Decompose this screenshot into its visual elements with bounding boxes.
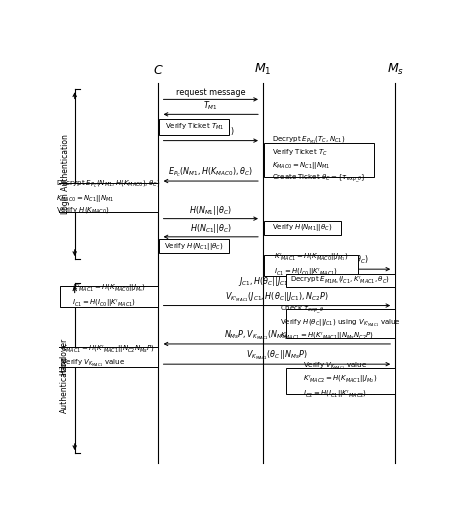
Text: $K'_{MAC1} = H(K_{MAC0}||J_{M_s})$
$I_{C1} = H(I_{C0}||K'_{MAC1})$: $K'_{MAC1} = H(K_{MAC0}||J_{M_s})$ $I_{C… <box>72 284 146 310</box>
Text: Verify $H(N_{C1}||\theta_C)$: Verify $H(N_{C1}||\theta_C)$ <box>164 240 224 251</box>
Text: Verify $V_{K_{MAC1}}$ value
$K'_{MAC2} = H(K_{MAC1}||J_{M_2})$
$I_{C2} = H(I_{C1: Verify $V_{K_{MAC1}}$ value $K'_{MAC2} =… <box>303 361 377 401</box>
FancyBboxPatch shape <box>286 309 395 338</box>
Text: $H(N_{M1}||\theta_C)$: $H(N_{M1}||\theta_C)$ <box>190 204 232 217</box>
Text: request message: request message <box>176 88 246 97</box>
FancyBboxPatch shape <box>286 274 395 287</box>
Text: Handover: Handover <box>60 338 69 375</box>
Text: $E_{M1M_s}(I_{C1}, K'_{MAC1}, \theta_C)$: $E_{M1M_s}(I_{C1}, K'_{MAC1}, \theta_C)$ <box>289 254 369 267</box>
Text: Authentication: Authentication <box>60 356 69 413</box>
Text: $C$: $C$ <box>153 64 164 77</box>
FancyBboxPatch shape <box>60 286 158 307</box>
Text: $J_{C1}, H(\theta_C||J_{C1}), N_{C2}P,$
$V_{K'_{MAC1}}(J_{C1}, H(\theta_C||J_{C1: $J_{C1}, H(\theta_C||J_{C1}), N_{C2}P,$ … <box>225 275 329 303</box>
FancyBboxPatch shape <box>58 183 158 212</box>
Text: Check $\tau_{exp\_\theta}$
Verify $H(\theta_C||J_{C1})$ using $V_{K'_{MAC1}}$ va: Check $\tau_{exp\_\theta}$ Verify $H(\th… <box>280 303 401 343</box>
Text: $E_{P_{M1}}(T_C, N_{C1})$: $E_{P_{M1}}(T_C, N_{C1})$ <box>186 125 235 139</box>
Text: $M_s$: $M_s$ <box>387 62 404 77</box>
Text: Decrypt $E_{P_C}(N_{M1}, H(K_{MAC0}), \theta_C)$
$K_{MAC0} = N_{C1}||N_{M1}$
Ver: Decrypt $E_{P_C}(N_{M1}, H(K_{MAC0}), \t… <box>55 180 160 215</box>
Text: $T_{M1}$: $T_{M1}$ <box>203 100 218 112</box>
FancyBboxPatch shape <box>58 347 158 366</box>
Text: Verify $H(N_{M1}||\theta_C)$: Verify $H(N_{M1}||\theta_C)$ <box>273 223 333 234</box>
FancyBboxPatch shape <box>264 220 341 235</box>
FancyBboxPatch shape <box>286 368 395 394</box>
FancyBboxPatch shape <box>159 239 229 254</box>
FancyBboxPatch shape <box>264 255 358 276</box>
Text: $K_{MAC1} = H(K'_{MAC1}||N_{C2}N_{Ms}P)$
Verify $V_{K_{MAC1}}$ value: $K_{MAC1} = H(K'_{MAC1}||N_{C2}N_{Ms}P)$… <box>61 344 155 369</box>
Text: $K'_{MAC1} = H(K_{MAC0}||J_{M_1})$
$I_{C1} = H(I_{C0}||K'_{MAC1})$: $K'_{MAC1} = H(K_{MAC0}||J_{M_1})$ $I_{C… <box>274 252 348 279</box>
Text: $M_1$: $M_1$ <box>255 62 272 77</box>
Text: $N_{Ms}P, V_{K_{MAC1}}(N_{Ms}P, N_{C2}P, \theta_C)$: $N_{Ms}P, V_{K_{MAC1}}(N_{Ms}P, N_{C2}P,… <box>224 328 330 342</box>
FancyBboxPatch shape <box>159 119 229 135</box>
Text: Decrypt $E_{P_{M1}}(T_C, N_{C1})$
Verify Ticket $T_C$
$K_{MAC0} = N_{C1}||N_{M1}: Decrypt $E_{P_{M1}}(T_C, N_{C1})$ Verify… <box>272 134 366 185</box>
Text: $V_{K_{MAC1}}(\theta_C||N_{Ms}P)$: $V_{K_{MAC1}}(\theta_C||N_{Ms}P)$ <box>246 349 308 362</box>
FancyBboxPatch shape <box>264 143 374 177</box>
Text: Decrypt $E_{M1M_s}(I_{C1}, K'_{MAC1}, \theta_C)$: Decrypt $E_{M1M_s}(I_{C1}, K'_{MAC1}, \t… <box>291 275 390 287</box>
Text: Verify Ticket $T_{M1}$: Verify Ticket $T_{M1}$ <box>164 122 224 132</box>
Text: $H(N_{C1}||\theta_C)$: $H(N_{C1}||\theta_C)$ <box>190 222 232 235</box>
Text: $E_{P_C}(N_{M1}, H(K_{MAC0}), \theta_C)$: $E_{P_C}(N_{M1}, H(K_{MAC0}), \theta_C)$ <box>168 165 253 179</box>
Text: Login Authentication: Login Authentication <box>61 134 70 214</box>
